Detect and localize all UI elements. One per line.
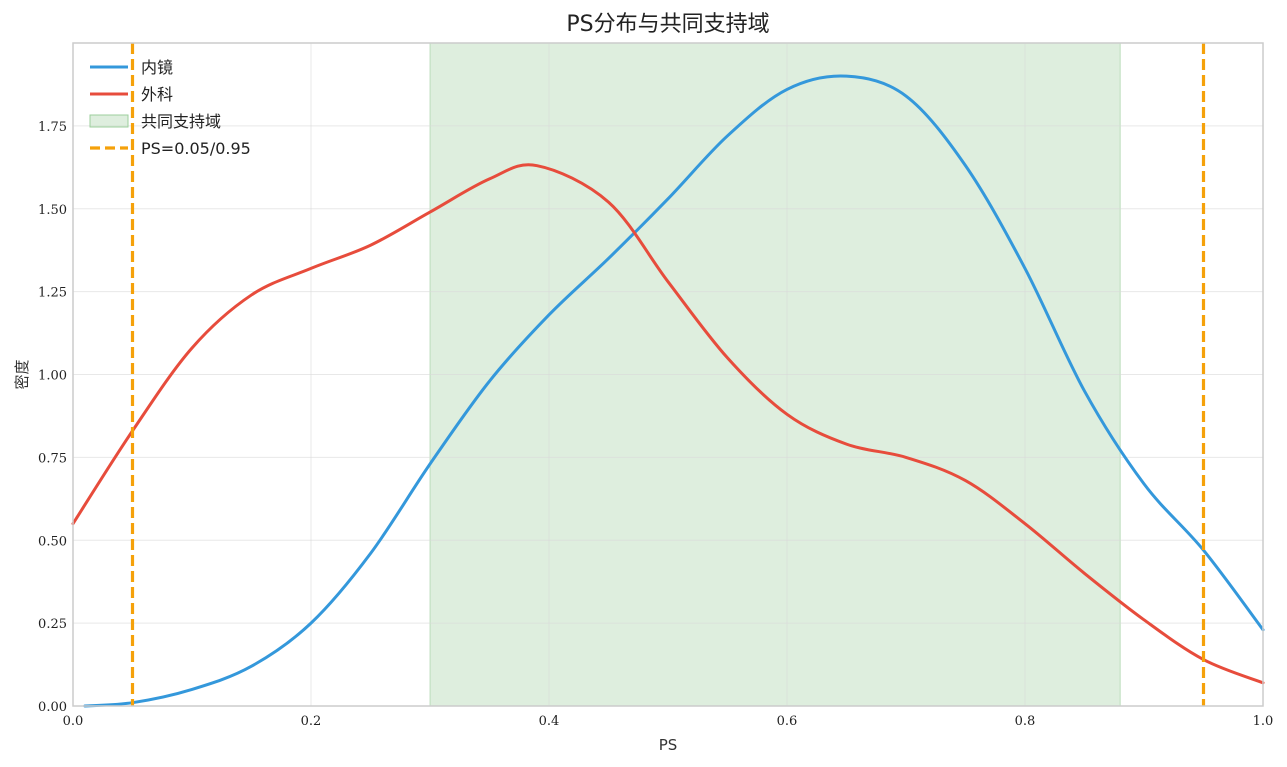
x-tick-label: 0.2 [301,714,322,729]
y-tick-label: 1.00 [38,369,67,384]
y-axis-label: 密度 [13,359,31,389]
legend-label: PS=0.05/0.95 [141,139,251,158]
y-tick-label: 1.50 [38,203,67,218]
plot-frame [72,42,1264,707]
legend-label: 外科 [141,85,173,104]
series-line-0 [83,74,1265,708]
y-tick-label: 1.25 [38,286,67,301]
x-tick-label: 0.6 [777,714,798,729]
x-axis-label: PS [659,736,678,754]
y-tick-label: 1.75 [38,120,67,135]
legend-label: 内镜 [141,58,173,77]
y-tick-label: 0.75 [38,451,67,466]
x-tick-label: 0.0 [63,714,84,729]
x-tick-label: 1.0 [1253,714,1274,729]
x-tick-label: 0.4 [539,714,560,729]
legend-swatch-patch [89,114,129,128]
chart-title: PS分布与共同支持域 [566,12,769,37]
y-tick-label: 0.50 [38,534,67,549]
x-tick-label: 0.8 [1015,714,1036,729]
series-line-1 [71,163,1265,685]
legend-label: 共同支持域 [141,112,221,131]
y-tick-label: 0.25 [38,617,67,632]
y-tick-label: 0.00 [38,700,67,715]
